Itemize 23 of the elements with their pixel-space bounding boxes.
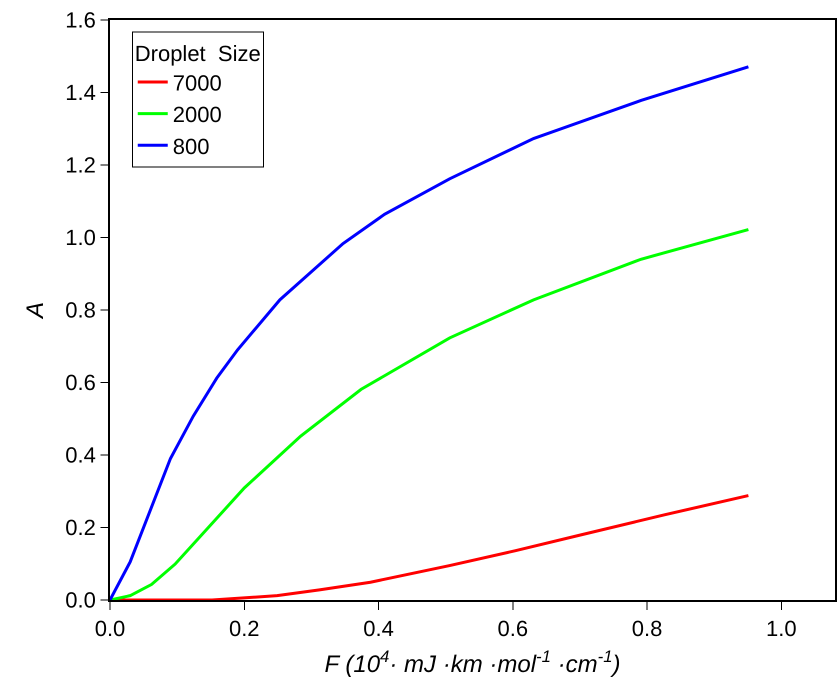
x-tick-label: 0.0 [94, 616, 126, 642]
x-tick-label: 0.4 [363, 616, 394, 642]
line-series [110, 228, 750, 600]
y-tick-label: 0.8 [65, 298, 96, 323]
legend-label: 800 [172, 134, 210, 159]
y-tick-label: 0.2 [65, 515, 96, 540]
y-tick-label: 1.4 [65, 80, 96, 106]
y-tick-label: 1.2 [65, 152, 96, 178]
legend-label: 7000 [172, 70, 222, 96]
line-series [110, 65, 750, 600]
legend-label: 2000 [172, 102, 222, 128]
x-tick-label: 1.0 [766, 616, 797, 642]
x-tick-label: 0.8 [632, 616, 662, 642]
x-tick-label: 0.6 [497, 616, 528, 642]
x-tick-label: 0.2 [228, 616, 260, 642]
y-tick-label: 0.0 [65, 588, 96, 613]
y-tick-label: 1.6 [65, 8, 96, 33]
y-axis-title: A [22, 302, 49, 320]
y-tick-label: 0.4 [65, 442, 96, 468]
y-tick-label: 1.0 [65, 225, 96, 250]
y-tick-label: 0.6 [65, 370, 96, 396]
x-axis-title: F (10$^{4}$· mJ ·km ·mol$^{-1}$ ·cm$^{-1}$) [324, 646, 621, 678]
legend-title: Droplet Size [134, 41, 261, 66]
